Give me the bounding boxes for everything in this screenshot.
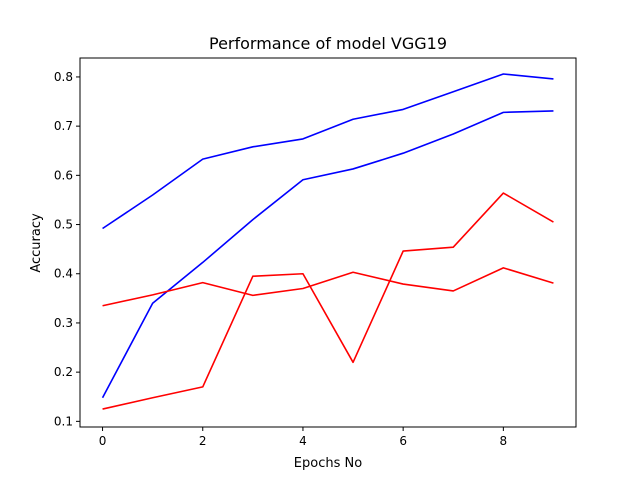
y-tick-label: 0.8 <box>54 70 73 84</box>
series-line-1 <box>102 73 554 230</box>
y-tick-label: 0.6 <box>54 168 73 182</box>
x-axis: 0 2 4 6 8 <box>99 427 507 448</box>
x-tick-label: 4 <box>299 434 307 448</box>
y-axis: 0.1 0.2 0.3 0.4 0.5 0.6 0.7 0.8 <box>54 70 80 428</box>
y-axis-label: Accuracy <box>29 213 44 273</box>
series-layer <box>101 73 554 410</box>
series-line-2 <box>101 110 554 399</box>
x-axis-label: Epochs No <box>294 456 362 471</box>
plot-frame <box>79 57 577 428</box>
series-line-3 <box>102 267 554 307</box>
chart-title: Performance of model VGG19 <box>209 34 447 53</box>
x-tick-label: 2 <box>199 434 207 448</box>
y-tick-label: 0.3 <box>54 316 73 330</box>
x-tick-label: 8 <box>500 434 508 448</box>
series-line-4 <box>102 192 554 410</box>
x-tick-label: 6 <box>399 434 407 448</box>
y-tick-label: 0.5 <box>54 218 73 232</box>
y-tick-label: 0.1 <box>54 414 73 428</box>
y-tick-label: 0.4 <box>54 267 73 281</box>
y-tick-label: 0.7 <box>54 119 73 133</box>
y-tick-label: 0.2 <box>54 365 73 379</box>
x-tick-label: 0 <box>99 434 107 448</box>
